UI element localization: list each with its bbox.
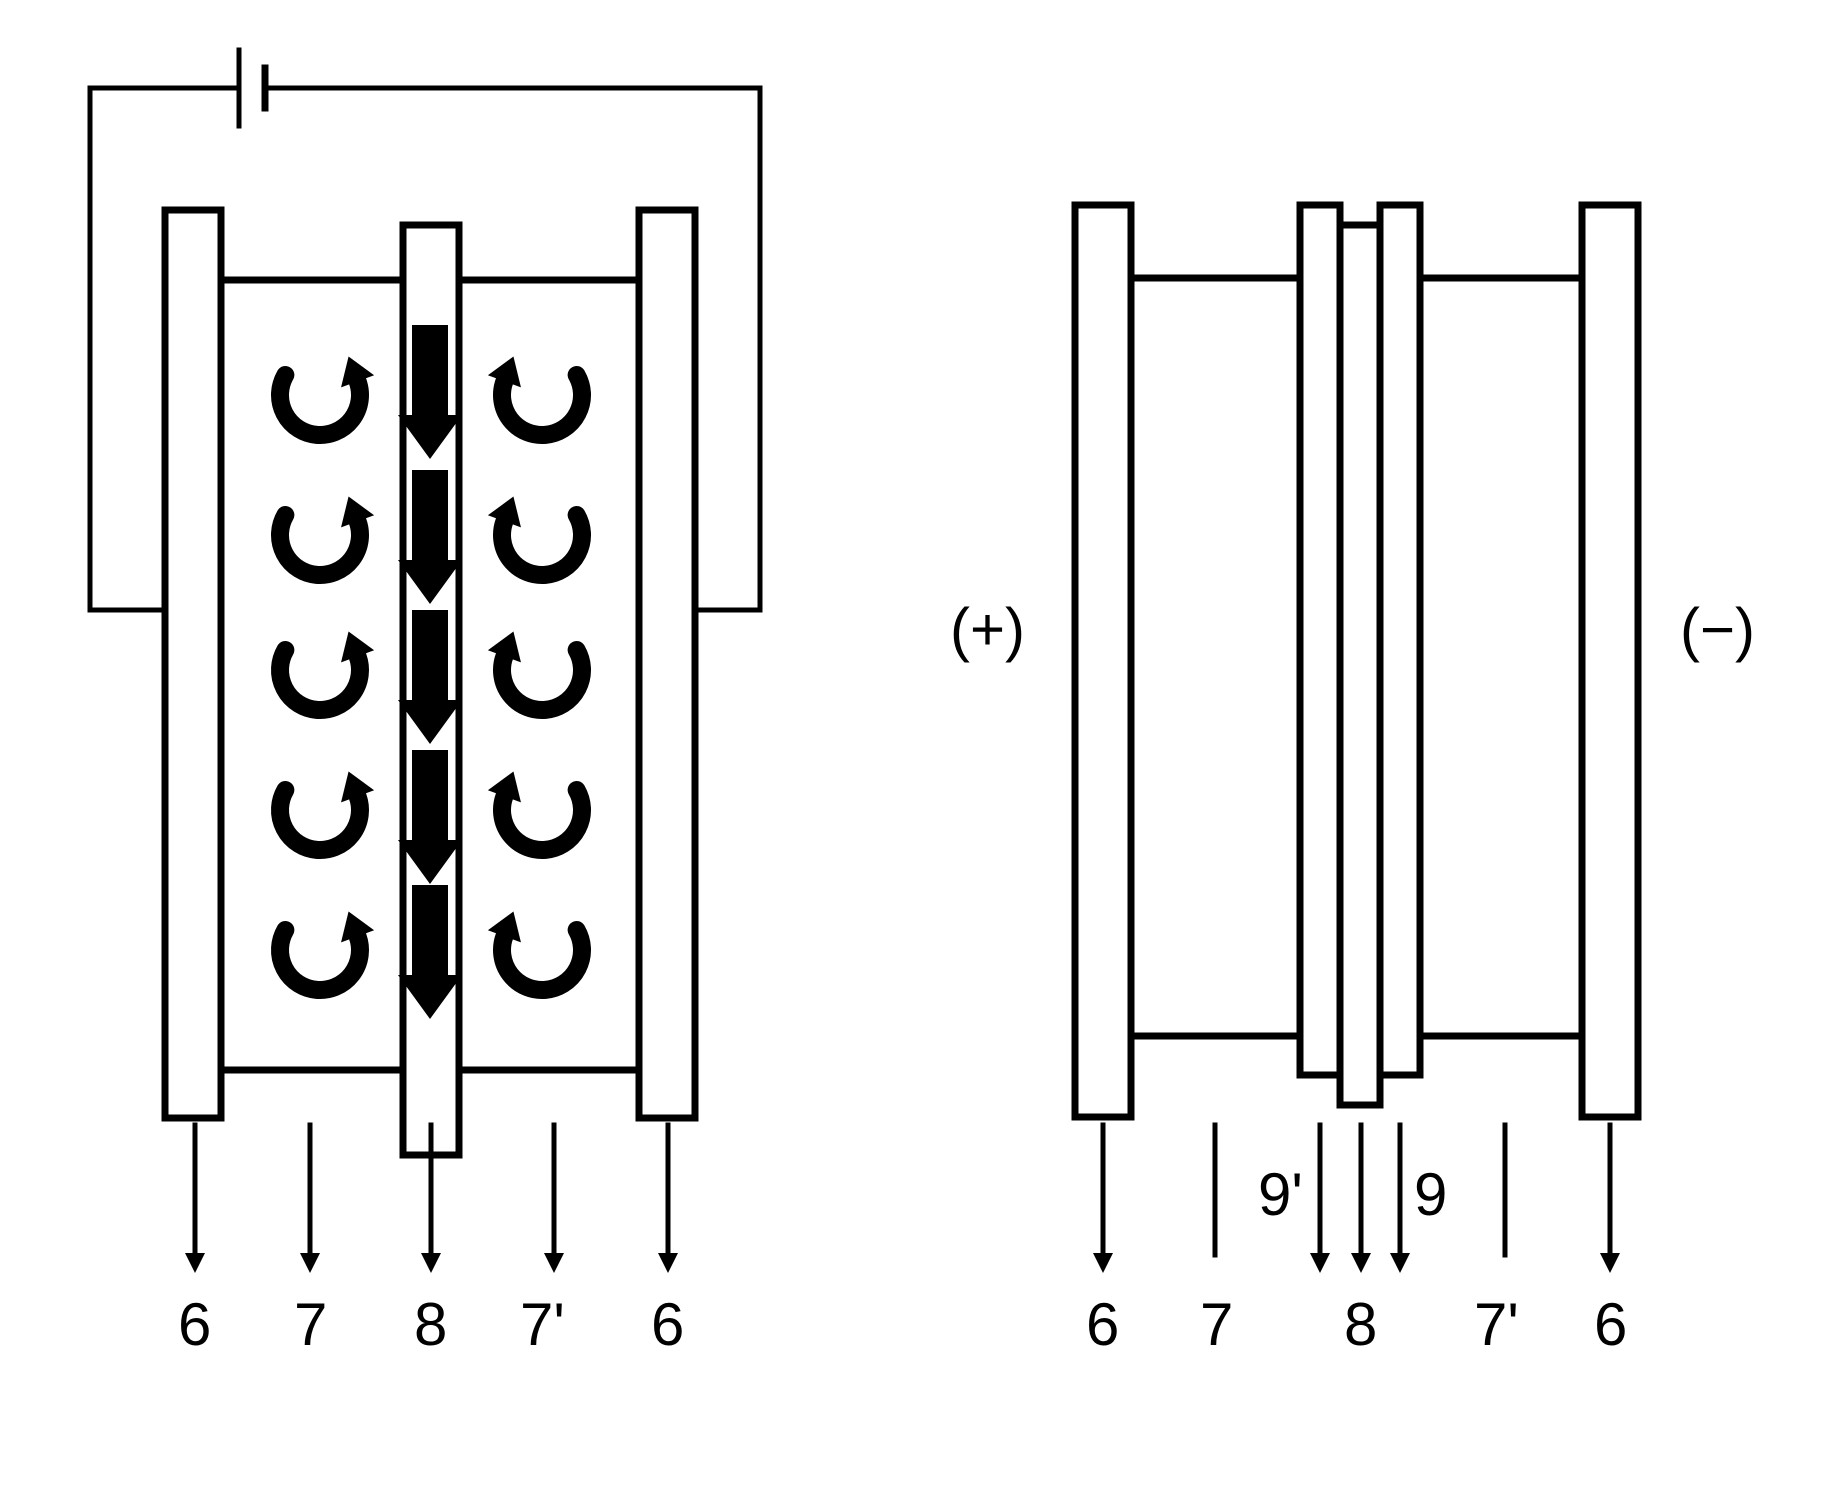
label-8: 8 bbox=[414, 1291, 447, 1358]
label-7': 7' bbox=[520, 1291, 565, 1358]
label-6: 6 bbox=[178, 1291, 211, 1358]
label-6: 6 bbox=[651, 1291, 684, 1358]
svg-text:9: 9 bbox=[1414, 1161, 1447, 1228]
svg-text:9': 9' bbox=[1258, 1161, 1303, 1228]
svg-text:6: 6 bbox=[1594, 1291, 1627, 1358]
svg-text:7: 7 bbox=[1200, 1291, 1233, 1358]
svg-text:8: 8 bbox=[1344, 1291, 1377, 1358]
label-7: 7 bbox=[294, 1291, 327, 1358]
left-diagram: 6 7 8 7' 6 bbox=[90, 50, 760, 1358]
svg-text:(+): (+) bbox=[950, 596, 1025, 663]
svg-text:7': 7' bbox=[1474, 1291, 1519, 1358]
right-diagram: (+) (−) 9' 9 6 7 8 7' 6 bbox=[950, 205, 1755, 1358]
svg-text:6: 6 bbox=[1086, 1291, 1119, 1358]
svg-text:(−): (−) bbox=[1680, 596, 1755, 663]
